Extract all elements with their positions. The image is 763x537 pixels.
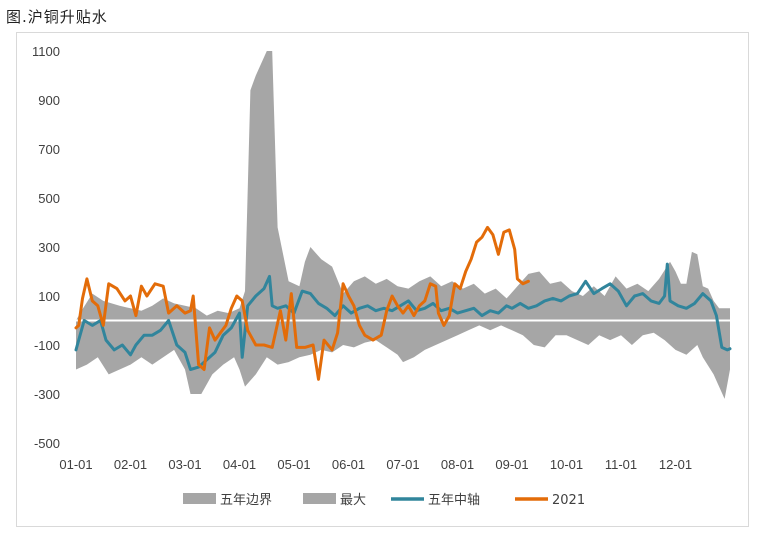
legend-swatch-area (303, 493, 336, 504)
y-tick-label: 1100 (32, 44, 60, 59)
y-tick-label: 100 (38, 289, 60, 304)
x-tick-label: 01-01 (59, 457, 92, 472)
band-upper-area (76, 51, 730, 321)
legend-swatch-area (183, 493, 216, 504)
x-tick-label: 05-01 (277, 457, 310, 472)
legend-label: 2021 (552, 493, 585, 508)
x-axis-ticks: 01-01 02-01 03-01 04-01 05-01 06-01 07-01 08-01… (59, 457, 692, 472)
y-tick-label: 500 (38, 191, 60, 206)
x-tick-label: 09-01 (495, 457, 528, 472)
x-tick-label: 04-01 (223, 457, 256, 472)
band-lower-area (76, 320, 730, 399)
y-tick-label: -500 (34, 436, 60, 451)
figure-title: 图.沪铜升贴水 (6, 8, 108, 26)
legend-label: 五年边界 (220, 493, 272, 508)
x-tick-label: 06-01 (332, 457, 365, 472)
x-tick-label: 03-01 (168, 457, 201, 472)
chart-area (16, 32, 749, 527)
y-tick-label: -100 (34, 338, 60, 353)
y-tick-label: 300 (38, 240, 60, 255)
y-tick-label: 900 (38, 93, 60, 108)
x-tick-label: 12-01 (659, 457, 692, 472)
series-2021-line (74, 225, 530, 381)
plot-layer (74, 51, 732, 399)
y-tick-label: 700 (38, 142, 60, 157)
legend-label: 五年中轴 (428, 493, 480, 508)
y-axis-ticks: 1100 900 700 500 300 100 -100 -300 -500 (32, 44, 60, 451)
y-tick-label: -300 (34, 387, 60, 402)
x-tick-label: 08-01 (441, 457, 474, 472)
x-tick-label: 11-01 (605, 457, 637, 472)
median-line (74, 262, 732, 371)
x-tick-label: 10-01 (550, 457, 583, 472)
x-tick-label: 07-01 (386, 457, 419, 472)
x-tick-label: 02-01 (114, 457, 147, 472)
legend: 五年边界 最大 五年中轴 2021 (183, 493, 585, 508)
legend-label: 最大 (340, 493, 366, 508)
